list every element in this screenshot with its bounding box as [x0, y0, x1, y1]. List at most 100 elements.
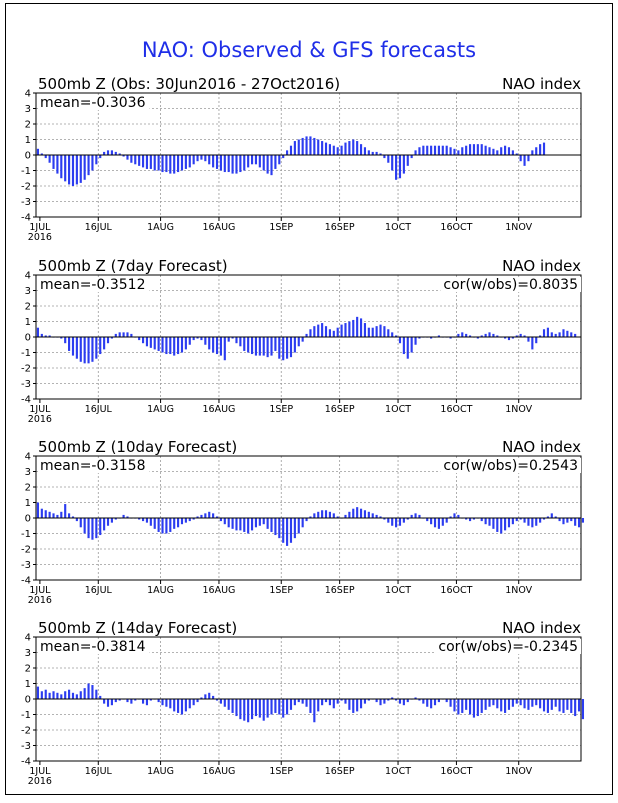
bar [75, 337, 78, 359]
bar [465, 699, 468, 710]
bar [558, 518, 561, 522]
bar [122, 155, 125, 157]
bar [465, 518, 468, 520]
bar [457, 699, 460, 715]
bar [44, 689, 47, 699]
bar [336, 516, 339, 518]
bar [75, 155, 78, 185]
bar [188, 699, 191, 709]
x-tick-label: 1AUG [147, 404, 174, 415]
x-tick-label: 16OCT [440, 766, 472, 777]
bar [430, 337, 433, 339]
y-tick-label: 3 [25, 648, 31, 659]
bar [422, 145, 425, 155]
bar [180, 518, 184, 525]
bar [504, 337, 507, 339]
bar [398, 337, 402, 344]
bar [301, 518, 304, 528]
bar [321, 323, 324, 337]
bar [492, 333, 495, 337]
bar [173, 699, 176, 712]
bar [402, 699, 405, 706]
y-tick-label: -1 [21, 710, 31, 721]
bar [223, 337, 226, 361]
bar [457, 333, 460, 337]
bar [398, 155, 402, 179]
bar [87, 155, 90, 176]
bar [227, 337, 230, 342]
bar [145, 518, 149, 523]
bar [99, 695, 102, 699]
bar [402, 155, 405, 174]
bar [570, 332, 573, 337]
bar [328, 144, 331, 155]
bar [44, 335, 47, 337]
bar [153, 155, 156, 171]
bar [359, 699, 363, 709]
bar [243, 155, 246, 171]
bar [36, 148, 40, 155]
bar [227, 699, 230, 710]
bar [504, 518, 507, 531]
bar [328, 699, 331, 706]
bar [449, 337, 452, 339]
bar [305, 518, 308, 522]
bar [492, 148, 495, 155]
bar [289, 699, 293, 710]
bar [266, 518, 269, 529]
bar [103, 337, 106, 350]
bar [406, 337, 409, 359]
bar [141, 155, 145, 168]
bar [336, 699, 339, 704]
year-label: 2016 [28, 414, 52, 425]
bar [239, 518, 242, 531]
bar [231, 337, 234, 339]
bar [476, 337, 479, 339]
x-tick-label: 1SEP [269, 766, 293, 777]
bar [375, 151, 378, 155]
bar [204, 694, 207, 699]
bar [301, 699, 304, 704]
bar [274, 518, 277, 536]
bar [114, 518, 117, 520]
bar [91, 518, 94, 540]
bar [138, 155, 141, 166]
bar [177, 699, 180, 713]
bar [309, 516, 312, 518]
bar [317, 324, 320, 337]
bar [445, 145, 448, 155]
bar [106, 699, 110, 707]
bar [410, 514, 413, 518]
cor-label-bg [440, 277, 581, 292]
bar [289, 145, 293, 155]
bar [367, 699, 370, 701]
bar [83, 688, 86, 699]
bar [379, 324, 382, 337]
bar [250, 337, 254, 355]
bar [313, 326, 316, 337]
bar [363, 323, 367, 337]
bar [71, 692, 75, 699]
bar [44, 155, 47, 159]
bar [418, 514, 421, 518]
bar [173, 337, 176, 356]
bar [266, 337, 269, 358]
panel-title: 500mb Z (7day Forecast) [38, 257, 228, 275]
bar [359, 318, 363, 337]
bar [247, 518, 250, 534]
bar [461, 332, 464, 337]
bar [106, 150, 110, 155]
mean-label-bg [38, 277, 150, 292]
bar [258, 337, 261, 356]
bar [449, 699, 452, 707]
bar [235, 699, 238, 717]
bar [173, 155, 176, 174]
bar [103, 699, 106, 704]
bar [247, 337, 250, 353]
year-label: 2016 [28, 595, 52, 606]
bar [488, 699, 491, 707]
bar [270, 518, 273, 532]
bar [192, 337, 195, 341]
bar [511, 150, 514, 155]
bar [149, 699, 152, 701]
